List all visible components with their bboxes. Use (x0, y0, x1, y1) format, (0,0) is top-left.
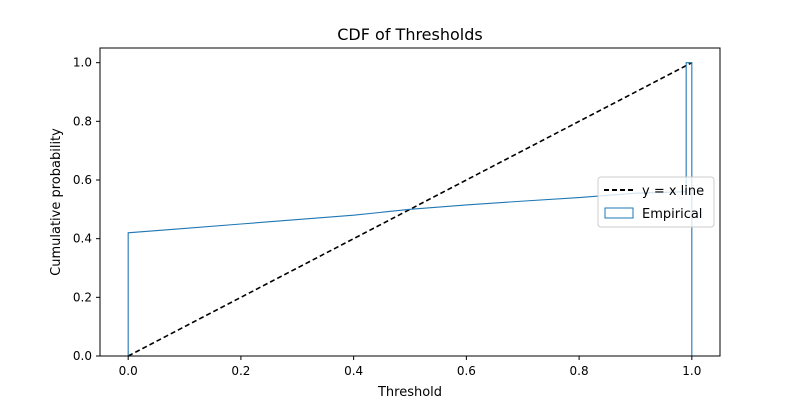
y-tick-label: 0.4 (73, 232, 92, 246)
x-ticks: 0.0 0.2 0.4 0.6 0.8 1.0 (119, 356, 701, 378)
y-tick-label: 0.6 (73, 173, 92, 187)
chart-title: CDF of Thresholds (337, 25, 482, 44)
y-tick-label: 0.0 (73, 349, 92, 363)
legend-empirical-swatch (604, 207, 634, 219)
x-tick-label: 1.0 (682, 364, 701, 378)
legend-label-empirical: Empirical (642, 207, 702, 222)
legend-label-yx-line: y = x line (642, 184, 704, 199)
x-tick-label: 0.8 (570, 364, 589, 378)
x-tick-label: 0.0 (119, 364, 138, 378)
x-tick-label: 0.2 (231, 364, 250, 378)
x-tick-label: 0.6 (457, 364, 476, 378)
x-tick-label: 0.4 (344, 364, 363, 378)
x-axis-label: Threshold (377, 385, 442, 400)
legend-box (597, 176, 715, 228)
plot-frame (99, 47, 721, 357)
y-ticks: 0.0 0.2 0.4 0.6 0.8 1.0 (73, 56, 100, 363)
y-axis-label: Cumulative probability (49, 128, 64, 276)
legend: y = x line Empirical (597, 176, 715, 228)
series-line-empirical (127, 62, 693, 356)
series-line-yx (127, 61, 693, 357)
y-tick-label: 0.2 (73, 290, 92, 304)
y-tick-label: 1.0 (73, 56, 92, 70)
plot-area (127, 61, 693, 357)
y-tick-label: 0.8 (73, 114, 92, 128)
